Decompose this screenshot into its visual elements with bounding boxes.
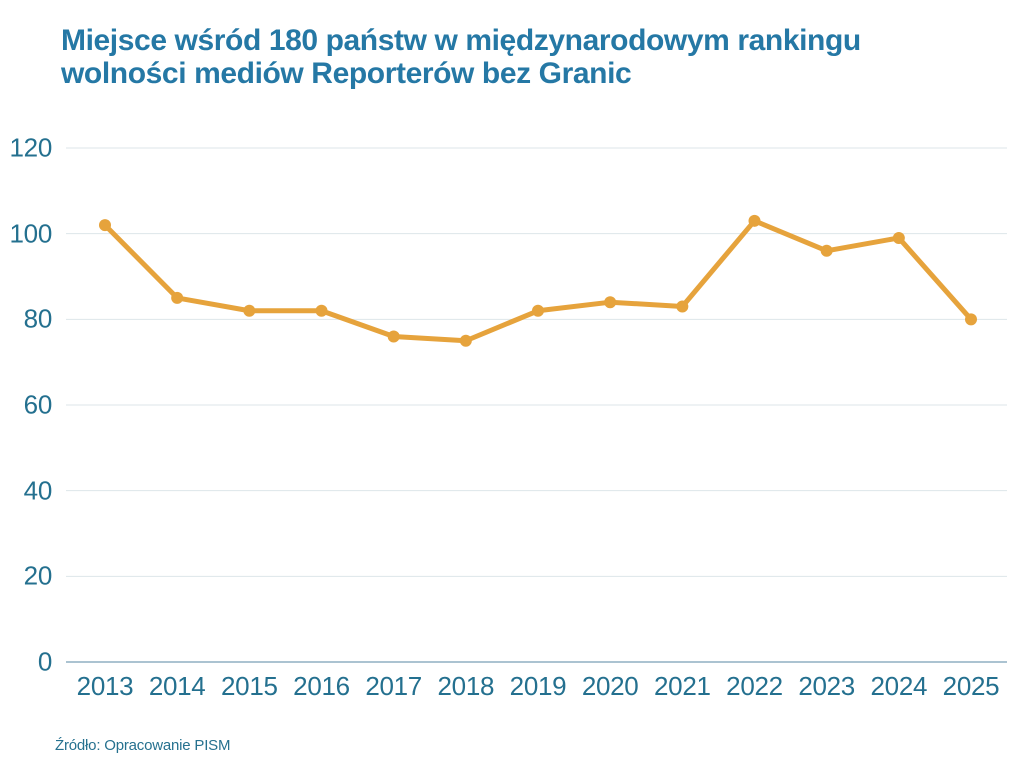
x-tick-label: 2014 [148, 671, 206, 701]
x-tick-label: 2016 [293, 671, 350, 701]
data-point [99, 219, 111, 232]
x-tick-label: 2021 [654, 671, 711, 701]
y-tick-label: 100 [9, 218, 53, 249]
x-tick-label: 2024 [870, 671, 928, 701]
x-tick-label: 2023 [798, 671, 855, 701]
y-tick-label: 60 [23, 389, 53, 420]
x-tick-label: 2025 [942, 671, 1000, 701]
data-point [676, 300, 689, 313]
x-tick-label: 2017 [365, 671, 422, 701]
x-tick-label: 2015 [221, 671, 278, 701]
y-tick-label: 40 [23, 475, 53, 506]
chart-title-line1: Miejsce wśród 180 państw w międzynarodow… [61, 24, 861, 57]
x-tick-label: 2019 [509, 671, 567, 701]
data-point [459, 334, 472, 347]
data-point [748, 214, 761, 227]
data-point [532, 304, 544, 317]
x-tick-label: 2022 [726, 671, 783, 701]
data-point [820, 244, 833, 257]
data-point [171, 291, 184, 304]
x-tick-label: 2013 [76, 671, 134, 701]
y-tick-label: 80 [23, 303, 53, 334]
x-tick-label: 2018 [437, 671, 495, 701]
data-point [965, 313, 977, 326]
data-point [243, 304, 256, 317]
y-tick-label: 20 [23, 560, 53, 591]
data-point [315, 304, 328, 317]
data-point [387, 330, 400, 343]
y-tick-label: 120 [9, 132, 53, 163]
x-tick-label: 2020 [581, 671, 639, 701]
chart-title-line2: wolności mediów Reporterów bez Granic [61, 57, 632, 90]
data-line [102, 218, 974, 344]
data-point [892, 231, 905, 244]
y-tick-label: 0 [37, 646, 52, 677]
chart-title: Miejsce wśród 180 państw w międzynarodow… [61, 24, 961, 90]
source-note: Źródło: Opracowanie PISM [55, 737, 231, 754]
data-point [604, 296, 617, 309]
